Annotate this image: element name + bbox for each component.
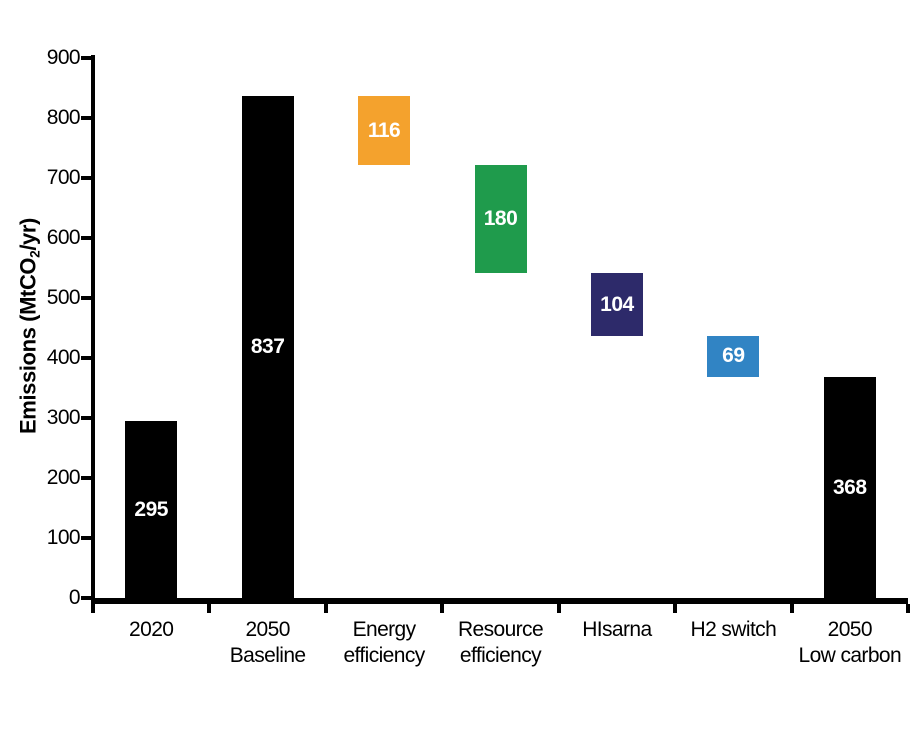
x-label-line-2020-0: 2020 [129,618,174,641]
y-tick-mark-500 [81,296,91,300]
y-tick-label-700: 700 [46,166,81,189]
y-tick-mark-200 [81,476,91,480]
bar-value-label-2050-baseline: 837 [250,334,285,358]
y-axis-title: Emissions (MtCO2/yr) [15,218,42,434]
x-label-line-hisarna-0: HIsarna [582,618,652,641]
bar-value-label-2020: 295 [134,497,168,521]
x-label-line-2050-baseline-0: 2050 [245,618,290,641]
x-label-line-energy-efficiency-0: Energy [352,618,417,641]
x-label-line-2050-low-carbon-1: Low carbon [798,644,902,667]
y-tick-mark-700 [81,176,91,180]
y-tick-mark-800 [81,116,91,120]
x-label-2050-baseline: 2050 Baseline [209,617,325,669]
y-axis-title-subscript: 2 [27,250,43,258]
x-label-line-2050-low-carbon-0: 2050 [827,618,873,641]
x-label-h2-switch: H2 switch [675,617,791,643]
bar-2020: 295 [125,421,178,598]
bar-2050-low-carbon: 368 [823,377,876,598]
x-label-line-energy-efficiency-1: efficiency [343,644,425,667]
y-tick-mark-400 [81,356,91,360]
x-tick-mark-2 [323,604,328,613]
y-tick-mark-100 [81,536,91,540]
y-tick-mark-300 [81,416,91,420]
y-tick-label-800: 800 [46,106,81,129]
bar-energy-efficiency: 116 [358,95,411,166]
y-tick-mark-600 [81,236,91,240]
bar-value-label-energy-efficiency: 116 [367,118,401,142]
x-label-energy-efficiency: Energy efficiency [326,617,442,669]
x-label-line-2050-baseline-1: Baseline [229,644,306,667]
x-tick-mark-6 [789,604,794,613]
bar-h2-switch: 69 [707,335,760,378]
x-label-2050-low-carbon: 2050 Low carbon [792,617,908,669]
y-tick-label-500: 500 [46,286,81,309]
x-tick-mark-5 [673,604,678,613]
x-label-line-resource-efficiency-1: efficiency [459,644,542,667]
x-tick-mark-1 [207,604,212,613]
y-tick-label-200: 200 [46,466,81,489]
y-tick-label-600: 600 [46,226,81,249]
y-tick-label-400: 400 [46,346,81,369]
x-label-line-resource-efficiency-0: Resource [457,618,544,641]
bar-hisarna: 104 [590,273,643,336]
x-tick-mark-4 [556,604,561,613]
bar-2050-baseline: 837 [241,95,294,598]
y-tick-label-300: 300 [46,406,81,429]
x-label-2020: 2020 [93,617,209,643]
x-label-hisarna: HIsarna [559,617,675,643]
x-label-resource-efficiency: Resource efficiency [442,617,558,669]
x-axis-line [91,598,908,604]
x-label-line-h2-switch-0: H2 switch [690,618,777,641]
y-tick-label-100: 100 [46,526,81,549]
y-axis-line [91,55,95,613]
y-tick-label-0: 0 [68,586,81,609]
y-tick-mark-0 [81,596,91,600]
x-tick-mark-7 [906,604,910,613]
x-tick-mark-3 [440,604,445,613]
y-tick-label-900: 900 [46,46,81,69]
bar-resource-efficiency: 180 [474,165,527,274]
y-tick-mark-900 [81,56,91,60]
bar-value-label-h2-switch: 69 [722,344,745,368]
bar-value-label-2050-low-carbon: 368 [833,475,867,499]
bar-value-label-hisarna: 104 [600,292,634,316]
bar-value-label-resource-efficiency: 180 [483,207,518,231]
